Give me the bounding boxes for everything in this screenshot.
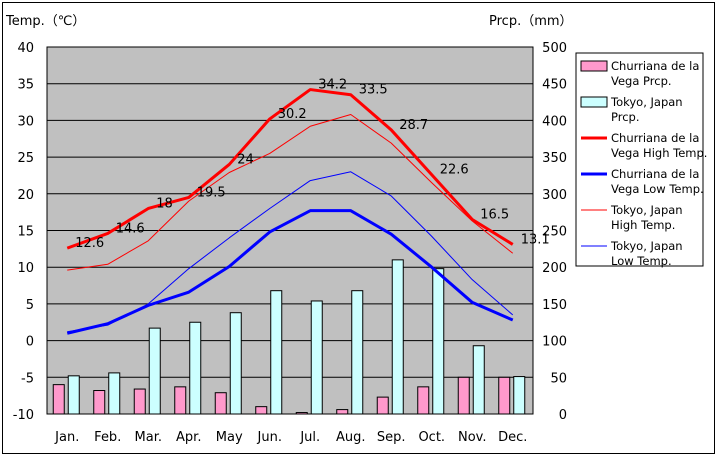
right-tick-label: 400 — [542, 114, 567, 129]
precipitation-bars — [52, 259, 526, 415]
legend-label: Tokyo, Japan — [610, 239, 683, 253]
high-temp-data-label: 19.5 — [197, 185, 226, 200]
left-tick-label: 35 — [17, 78, 34, 93]
right-tick-label: 300 — [542, 188, 567, 203]
precip-bar — [93, 390, 106, 415]
x-tick-label: Nov. — [458, 430, 487, 445]
precip-bar — [336, 409, 349, 415]
precip-bar — [295, 412, 308, 415]
legend-label: Vega Prcp. — [611, 74, 672, 88]
right-tick-label: 150 — [542, 298, 567, 313]
legend-label: Churriana de la — [611, 131, 699, 145]
legend-label: Low Temp. — [611, 254, 672, 268]
precip-bar — [108, 372, 121, 415]
right-tick-label: 450 — [542, 78, 567, 93]
x-tick-label: Jul. — [299, 430, 320, 445]
high-temp-data-label: 16.5 — [480, 207, 509, 222]
precip-bar — [417, 386, 430, 415]
high-temp-data-label: 12.6 — [75, 236, 104, 251]
legend-label: Tokyo, Japan — [610, 95, 683, 109]
precip-bar — [457, 376, 470, 415]
precip-bar — [148, 327, 161, 415]
high-temp-data-label: 30.2 — [278, 107, 307, 122]
right-tick-label: 250 — [542, 225, 567, 240]
right-tick-label: 50 — [550, 371, 567, 386]
precip-bar — [189, 321, 202, 415]
right-tick-label: 0 — [559, 408, 567, 423]
gridlines — [47, 83, 533, 378]
precip-bar — [174, 386, 187, 415]
temperature-lines — [66, 88, 514, 335]
left-tick-label: 0 — [26, 335, 34, 350]
left-axis-ticks: 40 35 30 25 20 15 10 5 0 -5 -10 — [13, 41, 34, 423]
precip-bar — [52, 384, 65, 415]
precip-bar — [351, 290, 364, 415]
x-tick-label: Aug. — [336, 430, 366, 445]
legend-label: Churriana de la — [611, 59, 699, 73]
left-tick-label: -10 — [13, 408, 34, 423]
legend-label: Prcp. — [611, 110, 640, 124]
legend-label: Churriana de la — [611, 167, 699, 181]
precip-bar — [255, 406, 268, 415]
high-temp-data-label: 18 — [156, 196, 173, 211]
legend-label: Vega High Temp. — [611, 146, 707, 160]
precip-bar — [513, 376, 526, 415]
high-temp-data-label: 22.6 — [440, 163, 469, 178]
right-tick-label: 350 — [542, 151, 567, 166]
legend-label: Tokyo, Japan — [610, 203, 683, 217]
high-temp-data-label: 34.2 — [318, 78, 347, 93]
x-axis-ticks: Jan. Feb. Mar. Apr. May Jun. Jul. Aug. Sep. Oct. N… — [54, 430, 527, 445]
left-tick-label: 40 — [17, 41, 34, 56]
precip-bar — [376, 396, 389, 415]
right-axis-title: Prcp.（mm） — [489, 14, 573, 29]
left-tick-label: -5 — [21, 371, 34, 386]
x-tick-label: Jan. — [54, 430, 79, 445]
x-tick-label: May — [216, 430, 243, 445]
right-tick-label: 500 — [542, 41, 567, 56]
left-axis-title: Temp.（℃） — [5, 14, 85, 29]
legend-swatch — [580, 96, 608, 108]
high-temp-data-label: 14.6 — [116, 221, 145, 236]
precip-bar — [432, 268, 445, 415]
x-tick-label: Jun. — [257, 430, 282, 445]
x-tick-label: Sep. — [377, 430, 406, 445]
precip-bar — [391, 259, 404, 415]
temp-line — [66, 209, 514, 335]
x-tick-label: Feb. — [94, 430, 121, 445]
legend-label: High Temp. — [611, 218, 675, 232]
temp-line — [66, 88, 514, 250]
temp-line — [67, 114, 514, 271]
high-temp-data-label: 33.5 — [359, 83, 388, 98]
x-tick-label: Mar. — [135, 430, 162, 445]
x-tick-label: Oct. — [418, 430, 445, 445]
precip-bar — [498, 376, 511, 415]
legend-label: Vega Low Temp. — [611, 182, 704, 196]
precip-bar — [270, 290, 283, 415]
left-tick-label: 25 — [17, 151, 34, 166]
left-tick-label: 10 — [17, 261, 34, 276]
high-temp-data-label: 28.7 — [399, 118, 428, 133]
data-labels: 12.6 14.6 18 19.5 24 30.2 34.2 33.5 28.7 22.6 16.5… — [75, 78, 549, 252]
precip-bar — [310, 300, 323, 415]
precip-bar — [229, 312, 242, 415]
left-tick-label: 5 — [26, 298, 34, 313]
high-temp-data-label: 13.1 — [521, 232, 550, 247]
left-tick-label: 30 — [17, 114, 34, 129]
x-tick-label: Apr. — [176, 430, 201, 445]
right-tick-label: 100 — [542, 335, 567, 350]
precip-bar — [214, 392, 227, 415]
precip-bar — [67, 375, 80, 415]
precip-bar — [133, 388, 146, 415]
precip-bar — [472, 345, 485, 415]
left-tick-label: 15 — [17, 225, 34, 240]
left-tick-label: 20 — [17, 188, 34, 203]
high-temp-data-label: 24 — [237, 152, 254, 167]
legend-box — [575, 52, 704, 267]
legend-swatch — [580, 60, 608, 72]
x-tick-label: Dec. — [498, 430, 527, 445]
right-tick-label: 200 — [542, 261, 567, 276]
